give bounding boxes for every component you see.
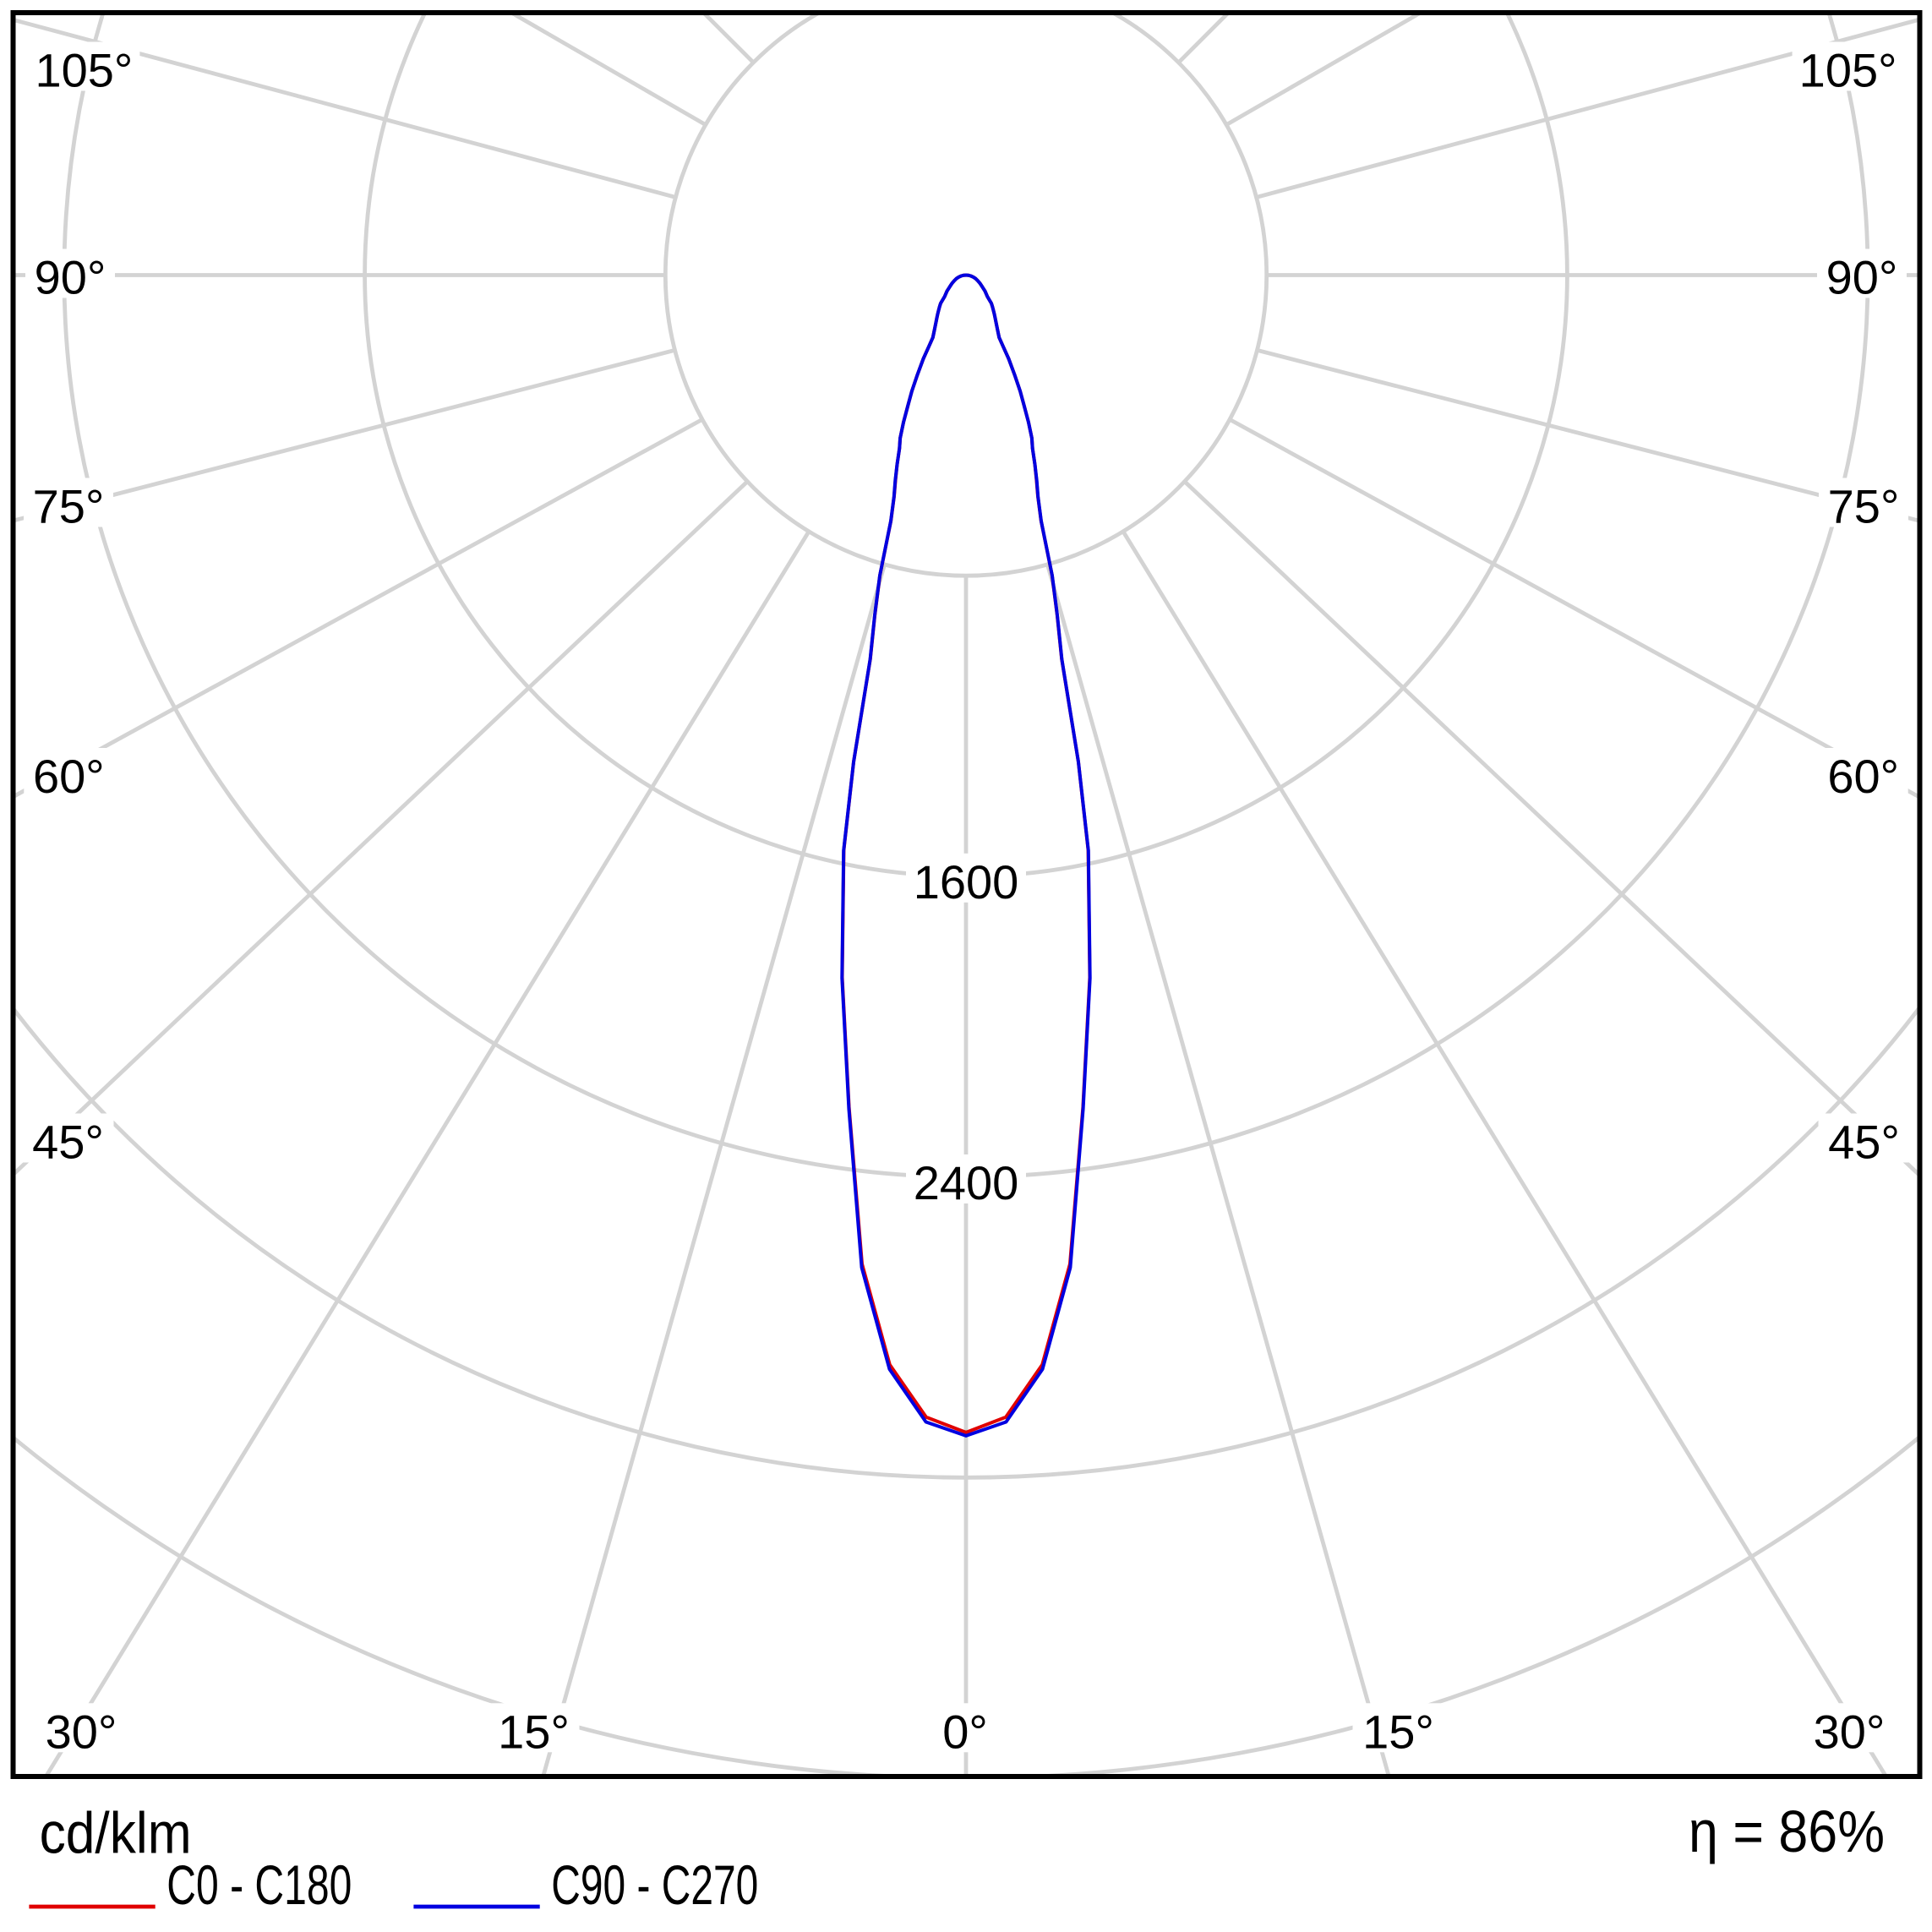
svg-text:75°: 75° — [33, 480, 105, 533]
svg-text:2400: 2400 — [914, 1156, 1019, 1209]
svg-text:30°: 30° — [46, 1705, 117, 1758]
svg-text:105°: 105° — [35, 44, 133, 97]
svg-text:45°: 45° — [32, 1116, 104, 1169]
svg-text:cd/klm: cd/klm — [40, 1801, 192, 1866]
svg-text:C0 - C180: C0 - C180 — [166, 1853, 352, 1916]
svg-text:90°: 90° — [35, 251, 106, 304]
svg-text:C90 - C270: C90 - C270 — [551, 1853, 758, 1916]
svg-text:105°: 105° — [1799, 44, 1897, 97]
svg-text:1600: 1600 — [914, 855, 1019, 909]
svg-text:η = 86%: η = 86% — [1689, 1798, 1885, 1864]
svg-text:60°: 60° — [1827, 750, 1899, 803]
svg-text:30°: 30° — [1814, 1705, 1886, 1758]
svg-text:15°: 15° — [498, 1705, 570, 1758]
svg-text:0°: 0° — [942, 1705, 988, 1758]
svg-text:90°: 90° — [1826, 251, 1898, 304]
svg-text:75°: 75° — [1828, 480, 1900, 533]
svg-text:15°: 15° — [1362, 1705, 1434, 1758]
svg-text:45°: 45° — [1828, 1116, 1900, 1169]
svg-text:60°: 60° — [33, 750, 105, 803]
